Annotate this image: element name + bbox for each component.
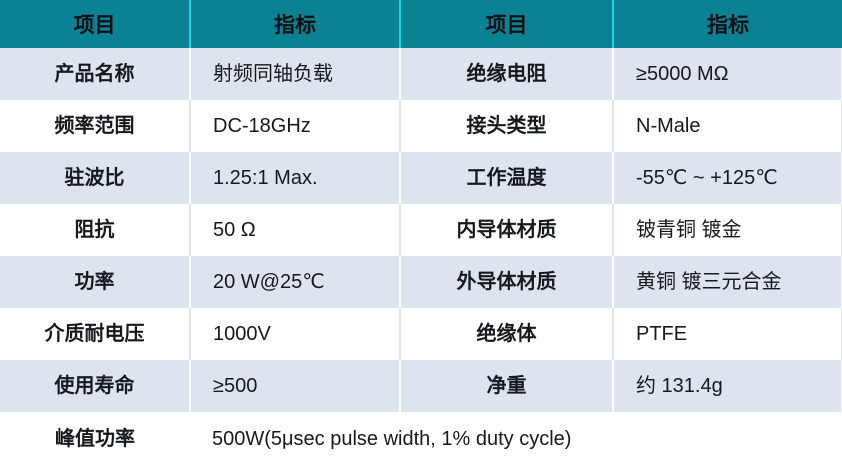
row-label-impedance: 阻抗 — [0, 204, 191, 256]
table-row: 驻波比 1.25:1 Max. 工作温度 -55℃ ~ +125℃ — [0, 152, 842, 204]
row-label-net-weight: 净重 — [400, 360, 614, 412]
row-value-vswr: 1.25:1 Max. — [190, 152, 401, 204]
table-row: 阻抗 50 Ω 内导体材质 铍青铜 镀金 — [0, 204, 842, 256]
row-value-operating-temperature: -55℃ ~ +125℃ — [613, 152, 842, 204]
row-value-peak-power: 500W(5μsec pulse width, 1% duty cycle) — [212, 428, 572, 450]
row-label-outer-conductor-material: 外导体材质 — [400, 256, 614, 308]
header-row: 项目 指标 项目 指标 — [0, 0, 842, 48]
table-row: 使用寿命 ≥500 净重 约 131.4g — [0, 360, 842, 412]
row-value-frequency-range: DC-18GHz — [190, 100, 401, 152]
row-value-inner-conductor-material: 铍青铜 镀金 — [613, 204, 842, 256]
table-row: 功率 20 W@25℃ 外导体材质 黄铜 镀三元合金 — [0, 256, 842, 308]
table-row: 产品名称 射频同轴负载 绝缘电阻 ≥5000 MΩ — [0, 48, 842, 100]
row-label-insulation-resistance: 绝缘电阻 — [400, 48, 614, 100]
table-body: 产品名称 射频同轴负载 绝缘电阻 ≥5000 MΩ 频率范围 DC-18GHz … — [0, 48, 842, 467]
row-value-connector-type: N-Male — [613, 100, 842, 152]
row-value-outer-conductor-material: 黄铜 镀三元合金 — [613, 256, 842, 308]
row-label-service-life: 使用寿命 — [0, 360, 191, 412]
row-value-net-weight: 约 131.4g — [613, 360, 842, 412]
row-value-insulation-resistance: ≥5000 MΩ — [613, 48, 842, 100]
row-label-power: 功率 — [0, 256, 191, 308]
table-row: 介质耐电压 1000V 绝缘体 PTFE — [0, 308, 842, 360]
row-value-service-life: ≥500 — [190, 360, 401, 412]
row-value-product-name: 射频同轴负载 — [190, 48, 401, 100]
column-header-item-1: 项目 — [0, 0, 191, 48]
row-label-insulator: 绝缘体 — [400, 308, 614, 360]
row-label-product-name: 产品名称 — [0, 48, 191, 100]
column-header-spec-2: 指标 — [613, 0, 842, 48]
row-label-frequency-range: 频率范围 — [0, 100, 191, 152]
row-value-power: 20 W@25℃ — [190, 256, 401, 308]
row-label-inner-conductor-material: 内导体材质 — [400, 204, 614, 256]
column-header-item-2: 项目 — [400, 0, 614, 48]
row-value-impedance: 50 Ω — [190, 204, 401, 256]
table-row: 频率范围 DC-18GHz 接头类型 N-Male — [0, 100, 842, 152]
row-label-operating-temperature: 工作温度 — [400, 152, 614, 204]
table-row: 峰值功率 500W(5μsec pulse width, 1% duty cyc… — [0, 412, 842, 467]
row-label-peak-power: 峰值功率 — [55, 428, 135, 450]
row-label-dielectric-withstand-voltage: 介质耐电压 — [0, 308, 191, 360]
column-header-spec-1: 指标 — [190, 0, 401, 48]
row-value-dielectric-withstand-voltage: 1000V — [190, 308, 401, 360]
row-label-vswr: 驻波比 — [0, 152, 191, 204]
row-value-insulator: PTFE — [613, 308, 842, 360]
table-header: 项目 指标 项目 指标 — [0, 0, 842, 48]
row-label-connector-type: 接头类型 — [400, 100, 614, 152]
